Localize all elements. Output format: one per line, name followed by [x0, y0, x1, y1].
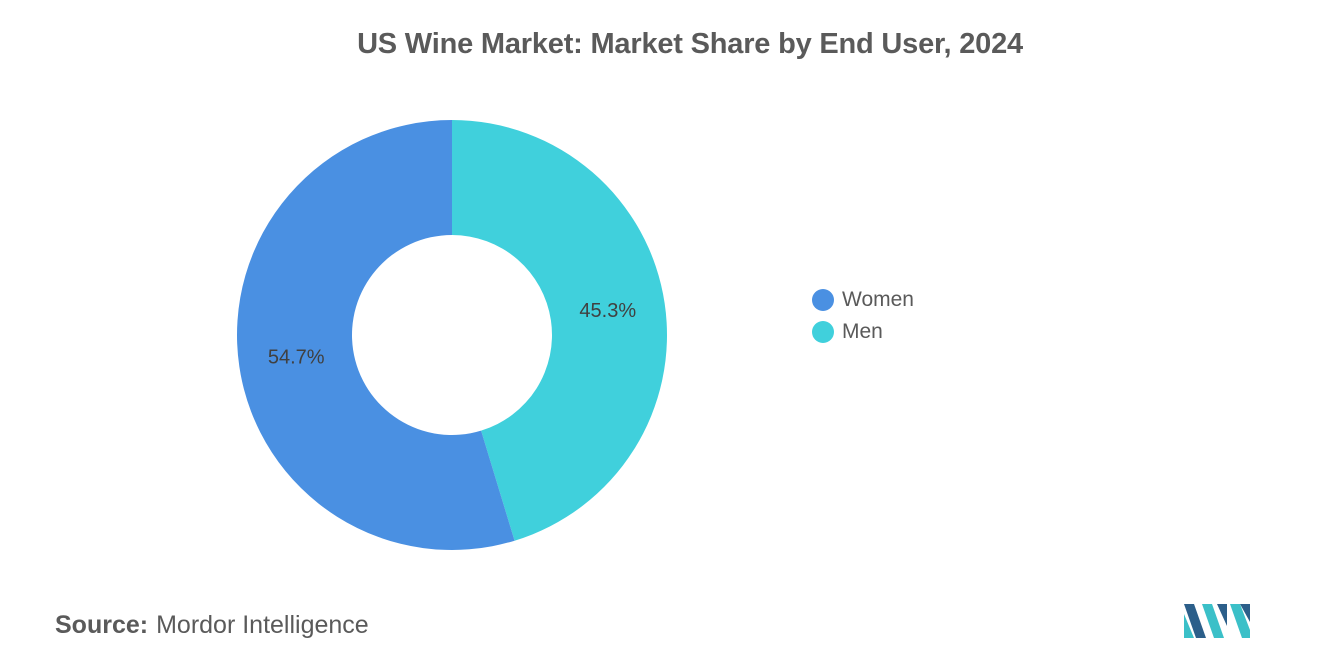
legend-label-women: Women [842, 288, 914, 311]
legend-item-men[interactable]: Men [812, 316, 914, 348]
chart-title: US Wine Market: Market Share by End User… [357, 28, 1023, 60]
mordor-intelligence-logo-icon [1184, 604, 1250, 638]
donut-slice-men[interactable] [452, 120, 668, 541]
legend-swatch-men [812, 321, 834, 343]
slice-label-women: 54.7% [268, 346, 325, 368]
source-line: Source: Mordor Intelligence [55, 611, 369, 640]
donut-slices [237, 120, 668, 550]
chart-legend: Women Men [812, 284, 914, 348]
donut-slice-women[interactable] [237, 120, 515, 550]
source-label: Source: [55, 611, 149, 639]
source-value: Mordor Intelligence [156, 611, 369, 639]
legend-swatch-women [812, 289, 834, 311]
donut-labels: 45.3% 54.7% [268, 300, 636, 368]
legend-label-men: Men [842, 320, 883, 343]
legend-item-women[interactable]: Women [812, 284, 914, 316]
slice-label-men: 45.3% [579, 300, 636, 322]
